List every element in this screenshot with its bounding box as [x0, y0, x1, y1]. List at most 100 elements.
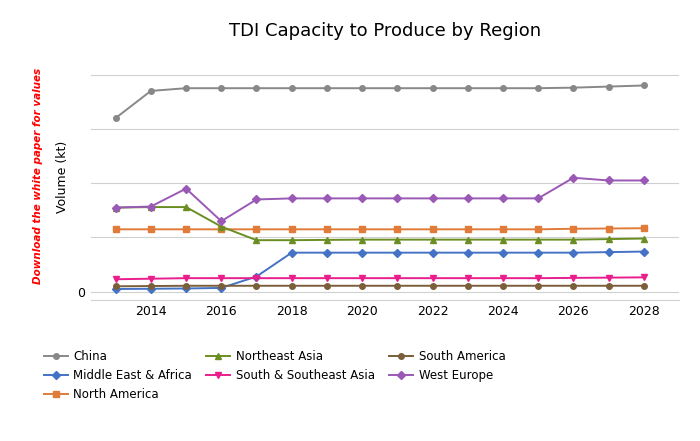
China [111, 116, 120, 121]
Northeast Asia [534, 237, 542, 242]
West Europe [147, 204, 155, 209]
Y-axis label: Volume (kt): Volume (kt) [56, 140, 69, 213]
South America [288, 283, 296, 288]
North America [147, 227, 155, 232]
China [499, 86, 508, 91]
South America [534, 283, 542, 288]
North America [604, 226, 612, 231]
West Europe [534, 196, 542, 201]
South & Southeast Asia [182, 276, 190, 281]
China [182, 86, 190, 91]
Northeast Asia [463, 237, 472, 242]
South & Southeast Asia [428, 276, 437, 281]
West Europe [463, 196, 472, 201]
Line: South & Southeast Asia: South & Southeast Asia [113, 275, 647, 282]
South & Southeast Asia [147, 276, 155, 281]
North America [252, 227, 260, 232]
West Europe [499, 196, 508, 201]
South & Southeast Asia [534, 276, 542, 281]
Middle East & Africa [288, 250, 296, 255]
Northeast Asia [288, 238, 296, 243]
North America [463, 227, 472, 232]
West Europe [288, 196, 296, 201]
China [569, 85, 577, 90]
Middle East & Africa [428, 250, 437, 255]
North America [569, 226, 577, 232]
West Europe [640, 178, 648, 183]
South & Southeast Asia [604, 275, 612, 280]
South America [323, 283, 331, 288]
Line: West Europe: West Europe [113, 175, 647, 224]
Middle East & Africa [217, 285, 225, 291]
South America [182, 283, 190, 288]
North America [640, 226, 648, 231]
South & Southeast Asia [252, 276, 260, 281]
West Europe [252, 197, 260, 202]
Northeast Asia [182, 205, 190, 210]
South America [463, 283, 472, 288]
South & Southeast Asia [111, 277, 120, 282]
South & Southeast Asia [358, 276, 366, 281]
North America [534, 227, 542, 232]
China [463, 86, 472, 91]
Line: North America: North America [113, 225, 647, 232]
West Europe [393, 196, 402, 201]
Line: Northeast Asia: Northeast Asia [113, 204, 647, 243]
West Europe [111, 205, 120, 210]
South & Southeast Asia [288, 276, 296, 281]
Line: China: China [113, 83, 647, 121]
China [323, 86, 331, 91]
South America [147, 284, 155, 289]
Northeast Asia [640, 236, 648, 241]
China [534, 86, 542, 91]
West Europe [358, 196, 366, 201]
China [147, 88, 155, 93]
Northeast Asia [252, 238, 260, 243]
Northeast Asia [111, 205, 120, 210]
North America [323, 227, 331, 232]
China [640, 83, 648, 88]
Northeast Asia [358, 237, 366, 242]
Northeast Asia [428, 237, 437, 242]
North America [499, 227, 508, 232]
Northeast Asia [604, 236, 612, 242]
China [428, 86, 437, 91]
Middle East & Africa [569, 250, 577, 255]
South & Southeast Asia [217, 276, 225, 281]
South America [111, 284, 120, 289]
Text: Download the white paper for values: Download the white paper for values [33, 68, 43, 284]
North America [358, 227, 366, 232]
Legend: China, Middle East & Africa, North America, Northeast Asia, South & Southeast As: China, Middle East & Africa, North Ameri… [44, 350, 505, 401]
China [252, 86, 260, 91]
South America [393, 283, 402, 288]
North America [111, 227, 120, 232]
North America [393, 227, 402, 232]
South America [569, 283, 577, 288]
South & Southeast Asia [463, 276, 472, 281]
Northeast Asia [217, 224, 225, 229]
Title: TDI Capacity to Produce by Region: TDI Capacity to Produce by Region [229, 22, 541, 40]
Northeast Asia [569, 237, 577, 242]
Middle East & Africa [640, 249, 648, 254]
South America [252, 283, 260, 288]
South America [217, 283, 225, 288]
China [358, 86, 366, 91]
South America [358, 283, 366, 288]
Middle East & Africa [604, 250, 612, 255]
Middle East & Africa [534, 250, 542, 255]
West Europe [569, 175, 577, 180]
Middle East & Africa [393, 250, 402, 255]
South America [640, 283, 648, 288]
China [217, 86, 225, 91]
South & Southeast Asia [640, 275, 648, 280]
Middle East & Africa [147, 286, 155, 292]
North America [288, 227, 296, 232]
South & Southeast Asia [569, 275, 577, 280]
Line: South America: South America [113, 283, 647, 289]
China [288, 86, 296, 91]
South America [428, 283, 437, 288]
South & Southeast Asia [323, 276, 331, 281]
South America [604, 283, 612, 288]
Middle East & Africa [252, 274, 260, 279]
Northeast Asia [499, 237, 508, 242]
